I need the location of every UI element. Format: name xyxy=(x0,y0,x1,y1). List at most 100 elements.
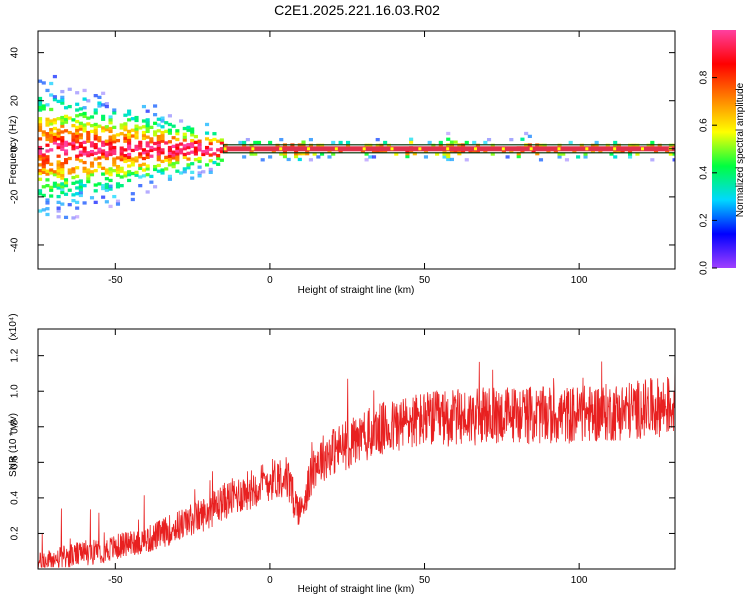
heatmap-cell xyxy=(119,158,124,162)
heatmap-cell xyxy=(63,183,69,188)
heatmap-cell xyxy=(60,138,65,143)
heatmap-cell xyxy=(149,125,154,130)
snr-panel: -50 0 50 100 0.2 0.4 0.6 0.8 1.0 1.2 Height of st… xyxy=(8,313,676,595)
heatmap-cell xyxy=(60,185,65,189)
heatmap-cell xyxy=(89,144,95,148)
heatmap-cell xyxy=(156,155,161,159)
heatmap-cell xyxy=(320,152,325,156)
heatmap-cell xyxy=(464,158,469,162)
heatmap-cell xyxy=(156,152,161,156)
heatmap-cell xyxy=(190,133,195,137)
heatmap-cell xyxy=(38,154,43,158)
heatmap-cell xyxy=(75,157,80,161)
heatmap-cell xyxy=(82,114,87,119)
heatmap-cell xyxy=(197,165,202,169)
heatmap-cell xyxy=(160,136,165,140)
heatmap-cell xyxy=(71,132,76,136)
heatmap-cell xyxy=(97,136,102,140)
heatmap-cell xyxy=(204,163,210,167)
heatmap-cell xyxy=(52,98,57,102)
heatmap-cell xyxy=(104,142,109,146)
heatmap-cell xyxy=(119,175,124,179)
heatmap-cell xyxy=(60,136,65,140)
heatmap-cell xyxy=(86,171,91,175)
heatmap-cell xyxy=(63,158,69,162)
heatmap-cell xyxy=(71,193,76,197)
heatmap-cell xyxy=(75,102,80,106)
heatmap-cell xyxy=(179,148,184,152)
heatmap-cell xyxy=(127,118,132,122)
heatmap-cell xyxy=(175,155,180,159)
snr-scale-note: (x10⁴) xyxy=(8,313,19,340)
heatmap-cell xyxy=(82,126,87,130)
heatmap-cell xyxy=(97,138,102,143)
heatmap-cell xyxy=(63,120,69,124)
heatmap-cell xyxy=(197,174,202,178)
heatmap-cell xyxy=(112,137,117,141)
heatmap-cell xyxy=(60,130,65,134)
heatmap-cell xyxy=(153,104,158,108)
heatmap-cell xyxy=(75,140,80,144)
heatmap-cell xyxy=(60,167,65,172)
heatmap-cell xyxy=(75,145,80,150)
heatmap-cell xyxy=(49,107,54,112)
colorbar-tick-label: 0.4 xyxy=(699,165,710,179)
heatmap-cell xyxy=(149,140,154,144)
heatmap-cell xyxy=(156,123,161,127)
heatmap-cell xyxy=(557,152,562,156)
heatmap-cell xyxy=(464,140,469,145)
heatmap-cell xyxy=(668,152,673,156)
heatmap-cell xyxy=(208,167,213,172)
heatmap-cell xyxy=(71,175,76,180)
heatmap-cell xyxy=(45,198,50,202)
y-tick-label: 1.0 xyxy=(10,384,21,398)
heatmap-cell xyxy=(134,124,139,128)
heatmap-cell xyxy=(308,137,313,142)
heatmap-cell xyxy=(45,158,50,162)
heatmap-cell xyxy=(60,202,65,206)
colorbar-ticks: 0.0 0.2 0.4 0.6 0.8 xyxy=(699,70,717,275)
heatmap-cell xyxy=(164,129,169,134)
heatmap-cell xyxy=(182,138,187,142)
heatmap-cell xyxy=(89,170,95,174)
heatmap-cell xyxy=(78,124,83,128)
heatmap-cell xyxy=(327,155,332,159)
heatmap-cell xyxy=(38,171,43,176)
colorbar: 0.0 0.2 0.4 0.6 0.8 Normalized spectral ampl… xyxy=(699,30,746,275)
heatmap-cell xyxy=(635,152,640,156)
heatmap-cell xyxy=(101,91,106,95)
heatmap-cell xyxy=(60,147,65,151)
heatmap-cell xyxy=(127,170,132,174)
heatmap-cell xyxy=(71,135,76,139)
y-tick-label: 40 xyxy=(10,47,21,59)
heatmap-cell xyxy=(119,146,124,150)
heatmap-cell xyxy=(108,173,113,177)
heatmap-cell xyxy=(108,135,113,139)
heatmap-cell xyxy=(75,215,80,219)
heatmap-cell xyxy=(564,158,570,162)
heatmap-cell xyxy=(38,163,43,167)
heatmap-cell xyxy=(472,140,477,145)
heatmap-cell xyxy=(190,141,195,146)
heatmap-cell xyxy=(179,142,184,146)
heatmap-cell xyxy=(41,167,46,172)
heatmap-cell xyxy=(45,149,50,153)
heatmap-cell xyxy=(41,107,46,111)
heatmap-cell xyxy=(153,141,158,146)
heatmap-cell xyxy=(331,140,336,145)
heatmap-cell xyxy=(56,145,61,150)
heatmap-cell xyxy=(182,132,187,136)
heatmap-cell xyxy=(175,158,180,162)
heatmap-cell xyxy=(108,187,113,191)
heatmap-cell xyxy=(45,137,50,142)
heatmap-cell xyxy=(52,138,57,142)
heatmap-cell xyxy=(160,168,165,172)
heatmap-cell xyxy=(160,125,165,129)
spectrogram-y-axis-label: Frequency (Hz) xyxy=(8,116,19,185)
heatmap-cell xyxy=(175,146,180,150)
heatmap-cell xyxy=(175,143,180,147)
heatmap-cell xyxy=(175,149,180,153)
heatmap-cell xyxy=(127,144,132,148)
heatmap-cell xyxy=(167,114,172,118)
ridge-highlight xyxy=(223,147,227,151)
